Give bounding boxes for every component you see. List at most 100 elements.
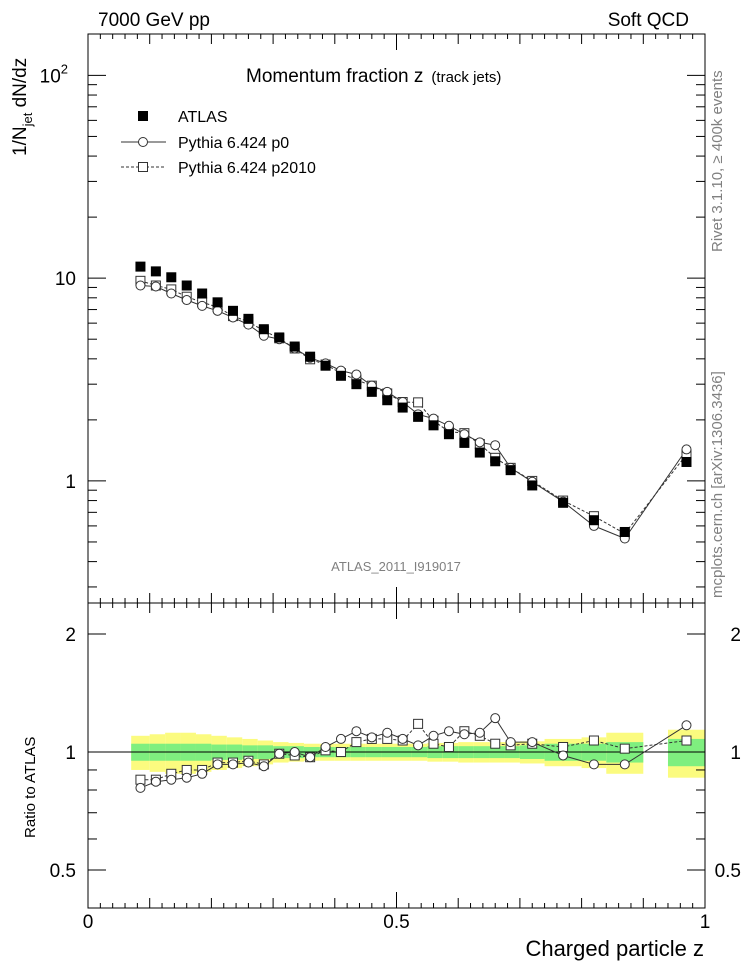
atlas-point <box>243 313 254 324</box>
atlas-point <box>227 305 238 316</box>
atlas-point <box>527 480 538 491</box>
x-tick-labels: 0 0.5 1 <box>83 912 711 933</box>
ratio-p0-point <box>274 748 285 759</box>
p0-point <box>382 386 393 397</box>
atlas-point <box>135 261 146 272</box>
atlas-point <box>490 456 501 467</box>
y-tick-label: 102 <box>40 61 68 87</box>
ratio-p0-point <box>490 713 501 724</box>
ratio-y-tick-label-left: 0.5 <box>50 861 76 882</box>
atlas-point <box>588 515 599 526</box>
atlas-point <box>558 497 569 508</box>
legend: ATLAS Pythia 6.424 p0 Pythia 6.424 p2010 <box>121 109 316 177</box>
p0-point <box>474 437 485 448</box>
ratio-p0-point <box>289 747 300 758</box>
ratio-p2010-point <box>558 741 569 752</box>
y-tick-label: 10 <box>55 269 76 290</box>
main-y-axis-label: 1/Njet dN/dz <box>10 58 35 156</box>
header-energy-label: 7000 GeV pp <box>98 10 210 31</box>
ratio-p0-point <box>428 730 439 741</box>
ratio-p0-point <box>413 740 424 751</box>
ratio-p0-point <box>150 776 161 787</box>
ratio-uncertainty-bands <box>131 729 705 778</box>
plot-title: Momentum fraction z (track jets) <box>246 66 501 87</box>
ratio-p2010-point <box>588 735 599 746</box>
p0-point <box>681 444 692 455</box>
p0-point <box>197 300 208 311</box>
main-axis-ticks <box>87 34 706 603</box>
atlas-point <box>351 379 362 390</box>
atlas-point <box>335 370 346 381</box>
atlas-point <box>474 447 485 458</box>
ratio-p2010-point <box>619 743 630 754</box>
p0-point <box>212 305 223 316</box>
ratio-y-tick-labels: 0.5 0.5 1 1 2 2 <box>50 625 741 882</box>
p0-point <box>351 369 362 380</box>
ratio-p2010-point <box>335 747 346 758</box>
ratio-p0-point <box>320 741 331 752</box>
ratio-p2010-point <box>443 741 454 752</box>
analysis-id-label: ATLAS_2011_I919017 <box>331 559 461 574</box>
ratio-p2010-point <box>351 737 362 748</box>
legend-atlas-label: ATLAS <box>178 109 228 126</box>
x-tick-label: 0 <box>83 912 94 933</box>
ratio-p0-point <box>474 727 485 738</box>
ratio-p0-point <box>443 726 454 737</box>
ratio-p0-point <box>527 737 538 748</box>
ratio-p2010-point <box>681 735 692 746</box>
ratio-p0-point <box>181 772 192 783</box>
legend-atlas-marker <box>138 111 148 121</box>
mcplots-label: mcplots.cern.ch [arXiv:1306.3436] <box>709 371 726 598</box>
legend-p0-marker <box>138 137 148 147</box>
main-data-layer <box>135 261 692 544</box>
p2010-point <box>413 397 424 408</box>
ratio-p0-point <box>335 733 346 744</box>
atlas-point <box>305 351 316 362</box>
atlas-point <box>212 297 223 308</box>
ratio-plot-frame <box>87 602 706 909</box>
ratio-y-tick-label-left: 2 <box>65 625 76 646</box>
atlas-point <box>382 395 393 406</box>
ratio-axis-ticks <box>87 603 706 909</box>
atlas-point <box>274 332 285 343</box>
y-tick-label: 1 <box>65 472 76 493</box>
ratio-p0-point <box>305 752 316 763</box>
atlas-point <box>505 465 516 476</box>
ratio-p2010-point <box>413 718 424 729</box>
ratio-p2010-point <box>490 738 501 749</box>
legend-p2010-label: Pythia 6.424 p2010 <box>178 160 316 177</box>
p0-point <box>459 429 470 440</box>
x-tick-label: 0.5 <box>383 912 409 933</box>
ratio-p0-point <box>197 768 208 779</box>
legend-p0-label: Pythia 6.424 p0 <box>178 135 289 152</box>
atlas-point <box>320 360 331 371</box>
atlas-point <box>258 324 269 335</box>
p0-point <box>166 288 177 299</box>
atlas-point <box>459 437 470 448</box>
ratio-p0-point <box>459 729 470 740</box>
ratio-p0-point <box>588 759 599 770</box>
atlas-point <box>619 526 630 537</box>
atlas-point <box>428 420 439 431</box>
atlas-point <box>150 266 161 277</box>
main-y-tick-labels: 1 10 102 <box>40 61 76 493</box>
p0-point <box>150 281 161 292</box>
atlas-point <box>181 280 192 291</box>
ratio-p0-point <box>681 720 692 731</box>
ratio-p0-point <box>243 757 254 768</box>
ratio-p0-point <box>366 732 377 743</box>
ratio-p0-point <box>619 759 630 770</box>
atlas-point <box>681 456 692 467</box>
atlas-point <box>397 402 408 413</box>
ratio-p0-point <box>382 727 393 738</box>
ratio-p0-point <box>166 774 177 785</box>
ratio-p0-point <box>212 759 223 770</box>
atlas-point <box>366 386 377 397</box>
p0-point <box>443 420 454 431</box>
x-axis-label: Charged particle z <box>525 936 704 961</box>
ratio-p2010-point <box>135 774 146 785</box>
atlas-point <box>413 411 424 422</box>
header-category-label: Soft QCD <box>608 10 689 31</box>
p0-point <box>181 295 192 306</box>
